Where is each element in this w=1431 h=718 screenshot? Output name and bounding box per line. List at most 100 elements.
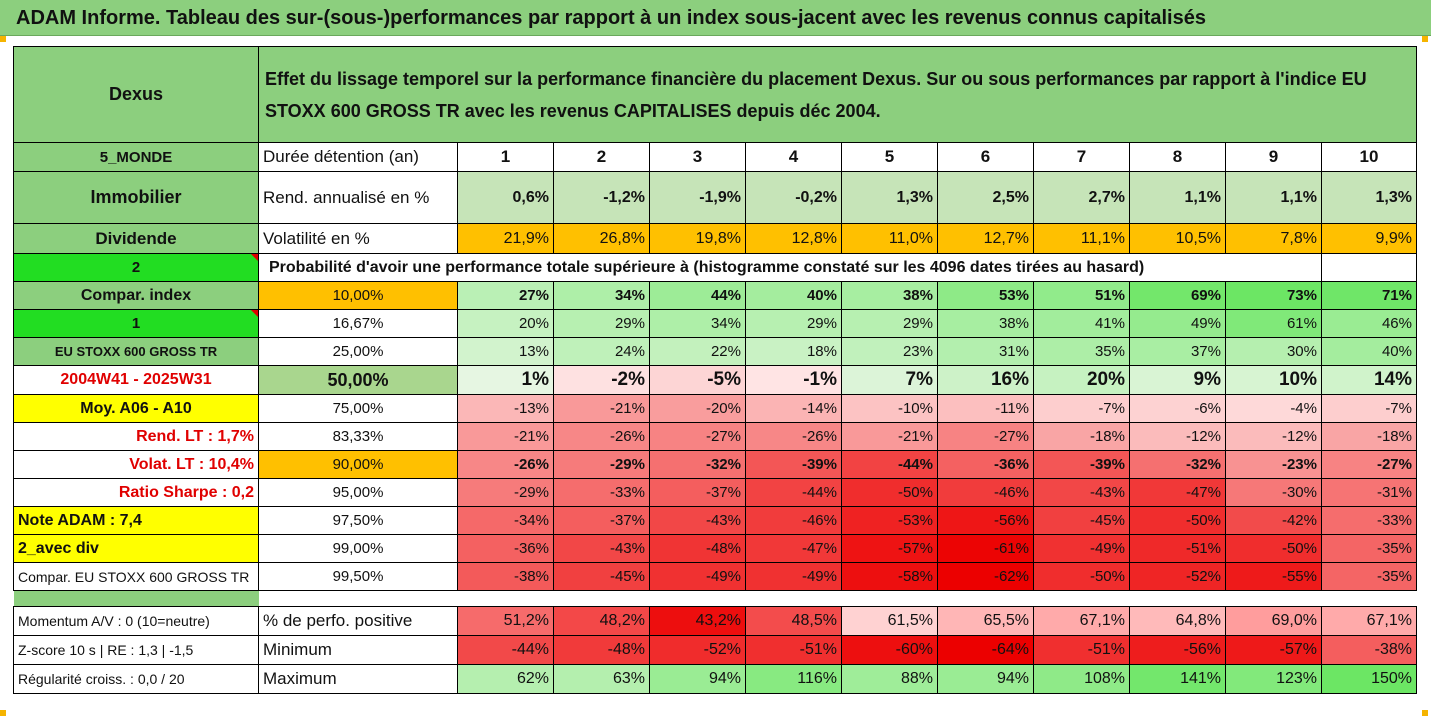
stats-cell: 69,0%: [1225, 606, 1322, 636]
prob-cell: 10%: [1225, 365, 1322, 395]
corner-marker: [0, 36, 6, 42]
stats-cell: 51,2%: [457, 606, 554, 636]
prob-cell: 27%: [457, 281, 554, 310]
probability-threshold: 99,50%: [258, 562, 458, 591]
prob-cell: -10%: [841, 394, 938, 423]
corner-marker: [0, 710, 6, 716]
prob-cell: 53%: [937, 281, 1034, 310]
stats-cell: -56%: [1129, 635, 1226, 665]
prob-cell: -26%: [457, 450, 554, 479]
stats-cell: -51%: [745, 635, 842, 665]
row-left-label: 1: [13, 309, 259, 338]
stats-cell: 63%: [553, 664, 650, 694]
prob-cell: 13%: [457, 337, 554, 366]
row-left-label: Compar. EU STOXX 600 GROSS TR: [13, 562, 259, 591]
prob-cell: -52%: [1129, 562, 1226, 591]
rend-cell: -1,2%: [553, 171, 650, 224]
prob-row: Volat. LT : 10,4% 90,00% -26% -29% -32% -39% -…: [13, 450, 1417, 479]
vol-cell: 9,9%: [1321, 223, 1417, 254]
rend-cell: 0,6%: [457, 171, 554, 224]
vol-cell: 19,8%: [649, 223, 746, 254]
rend-cell: 1,1%: [1129, 171, 1226, 224]
prob-cell: 20%: [1033, 365, 1130, 395]
probability-threshold: 99,00%: [258, 534, 458, 563]
prob-cell: -53%: [841, 506, 938, 535]
prob-cell: -43%: [1033, 478, 1130, 507]
prob-cell: -6%: [1129, 394, 1226, 423]
vol-cell: 26,8%: [553, 223, 650, 254]
prob-cell: -7%: [1033, 394, 1130, 423]
prob-cell: 14%: [1321, 365, 1417, 395]
prob-cell: -46%: [937, 478, 1034, 507]
vol-cell: 12,8%: [745, 223, 842, 254]
prob-cell: 7%: [841, 365, 938, 395]
prob-cell: -32%: [649, 450, 746, 479]
prob-cell: -43%: [649, 506, 746, 535]
rend-cell: 1,3%: [1321, 171, 1417, 224]
prob-cell: -37%: [649, 478, 746, 507]
prob-cell: -33%: [553, 478, 650, 507]
prob-cell: -7%: [1321, 394, 1417, 423]
vol-cell: 7,8%: [1225, 223, 1322, 254]
row-left-label: Volat. LT : 10,4%: [13, 450, 259, 479]
prob-cell: -20%: [649, 394, 746, 423]
probability-threshold: 75,00%: [258, 394, 458, 423]
prob-cell: -50%: [841, 478, 938, 507]
prob-cell: -57%: [841, 534, 938, 563]
prob-cell: -21%: [841, 422, 938, 451]
prob-cell: -18%: [1321, 422, 1417, 451]
row-left-label: Z-score 10 s | RE : 1,3 | -1,5: [13, 635, 259, 665]
prob-row: Ratio Sharpe : 0,2 95,00% -29% -33% -37% -44%…: [13, 478, 1417, 507]
rend-cell: 1,1%: [1225, 171, 1322, 224]
prob-cell: -29%: [457, 478, 554, 507]
prob-cell: -33%: [1321, 506, 1417, 535]
prob-cell: -51%: [1129, 534, 1226, 563]
prob-cell: -49%: [649, 562, 746, 591]
stats-cell: 94%: [937, 664, 1034, 694]
prob-cell: 34%: [553, 281, 650, 310]
prob-cell: -44%: [745, 478, 842, 507]
probability-threshold: 10,00%: [258, 281, 458, 310]
prob-cell: -27%: [649, 422, 746, 451]
corner-marker: [1422, 36, 1428, 42]
stats-cell: 67,1%: [1033, 606, 1130, 636]
prob-cell: -35%: [1321, 534, 1417, 563]
year-header: 9: [1225, 142, 1322, 172]
stats-cell: -52%: [649, 635, 746, 665]
prob-cell: -44%: [841, 450, 938, 479]
year-header: 5: [841, 142, 938, 172]
prob-cell: -55%: [1225, 562, 1322, 591]
row-left-label: Compar. index: [13, 281, 259, 310]
prob-row: Compar. index 10,00% 27% 34% 44% 40% 38% 53% 51%…: [13, 281, 1417, 310]
row-left-label: Immobilier: [13, 171, 259, 224]
prob-cell: -21%: [553, 394, 650, 423]
year-header: 6: [937, 142, 1034, 172]
prob-cell: 1%: [457, 365, 554, 395]
prob-cell: -50%: [1129, 506, 1226, 535]
prob-cell: -50%: [1225, 534, 1322, 563]
prob-cell: 49%: [1129, 309, 1226, 338]
row-left-label: Note ADAM : 7,4: [13, 506, 259, 535]
stats-cell: 108%: [1033, 664, 1130, 694]
row-left-label: Moy. A06 - A10: [13, 394, 259, 423]
prob-cell: 61%: [1225, 309, 1322, 338]
prob-cell: 34%: [649, 309, 746, 338]
prob-cell: -39%: [745, 450, 842, 479]
prob-cell: -30%: [1225, 478, 1322, 507]
prob-cell: -23%: [1225, 450, 1322, 479]
year-header: 1: [457, 142, 554, 172]
prob-cell: -31%: [1321, 478, 1417, 507]
stats-cell: -44%: [457, 635, 554, 665]
stats-cell: 43,2%: [649, 606, 746, 636]
prob-cell: 18%: [745, 337, 842, 366]
row-label: Maximum: [258, 664, 458, 694]
prob-cell: -26%: [553, 422, 650, 451]
prob-cell: -27%: [1321, 450, 1417, 479]
row-label: % de perfo. positive: [258, 606, 458, 636]
prob-cell: -47%: [1129, 478, 1226, 507]
prob-row: Moy. A06 - A10 75,00% -13% -21% -20% -14% -10%…: [13, 394, 1417, 423]
row-left-label: EU STOXX 600 GROSS TR: [13, 337, 259, 366]
stats-cell: 67,1%: [1321, 606, 1417, 636]
year-header: 2: [553, 142, 650, 172]
row-label: Minimum: [258, 635, 458, 665]
